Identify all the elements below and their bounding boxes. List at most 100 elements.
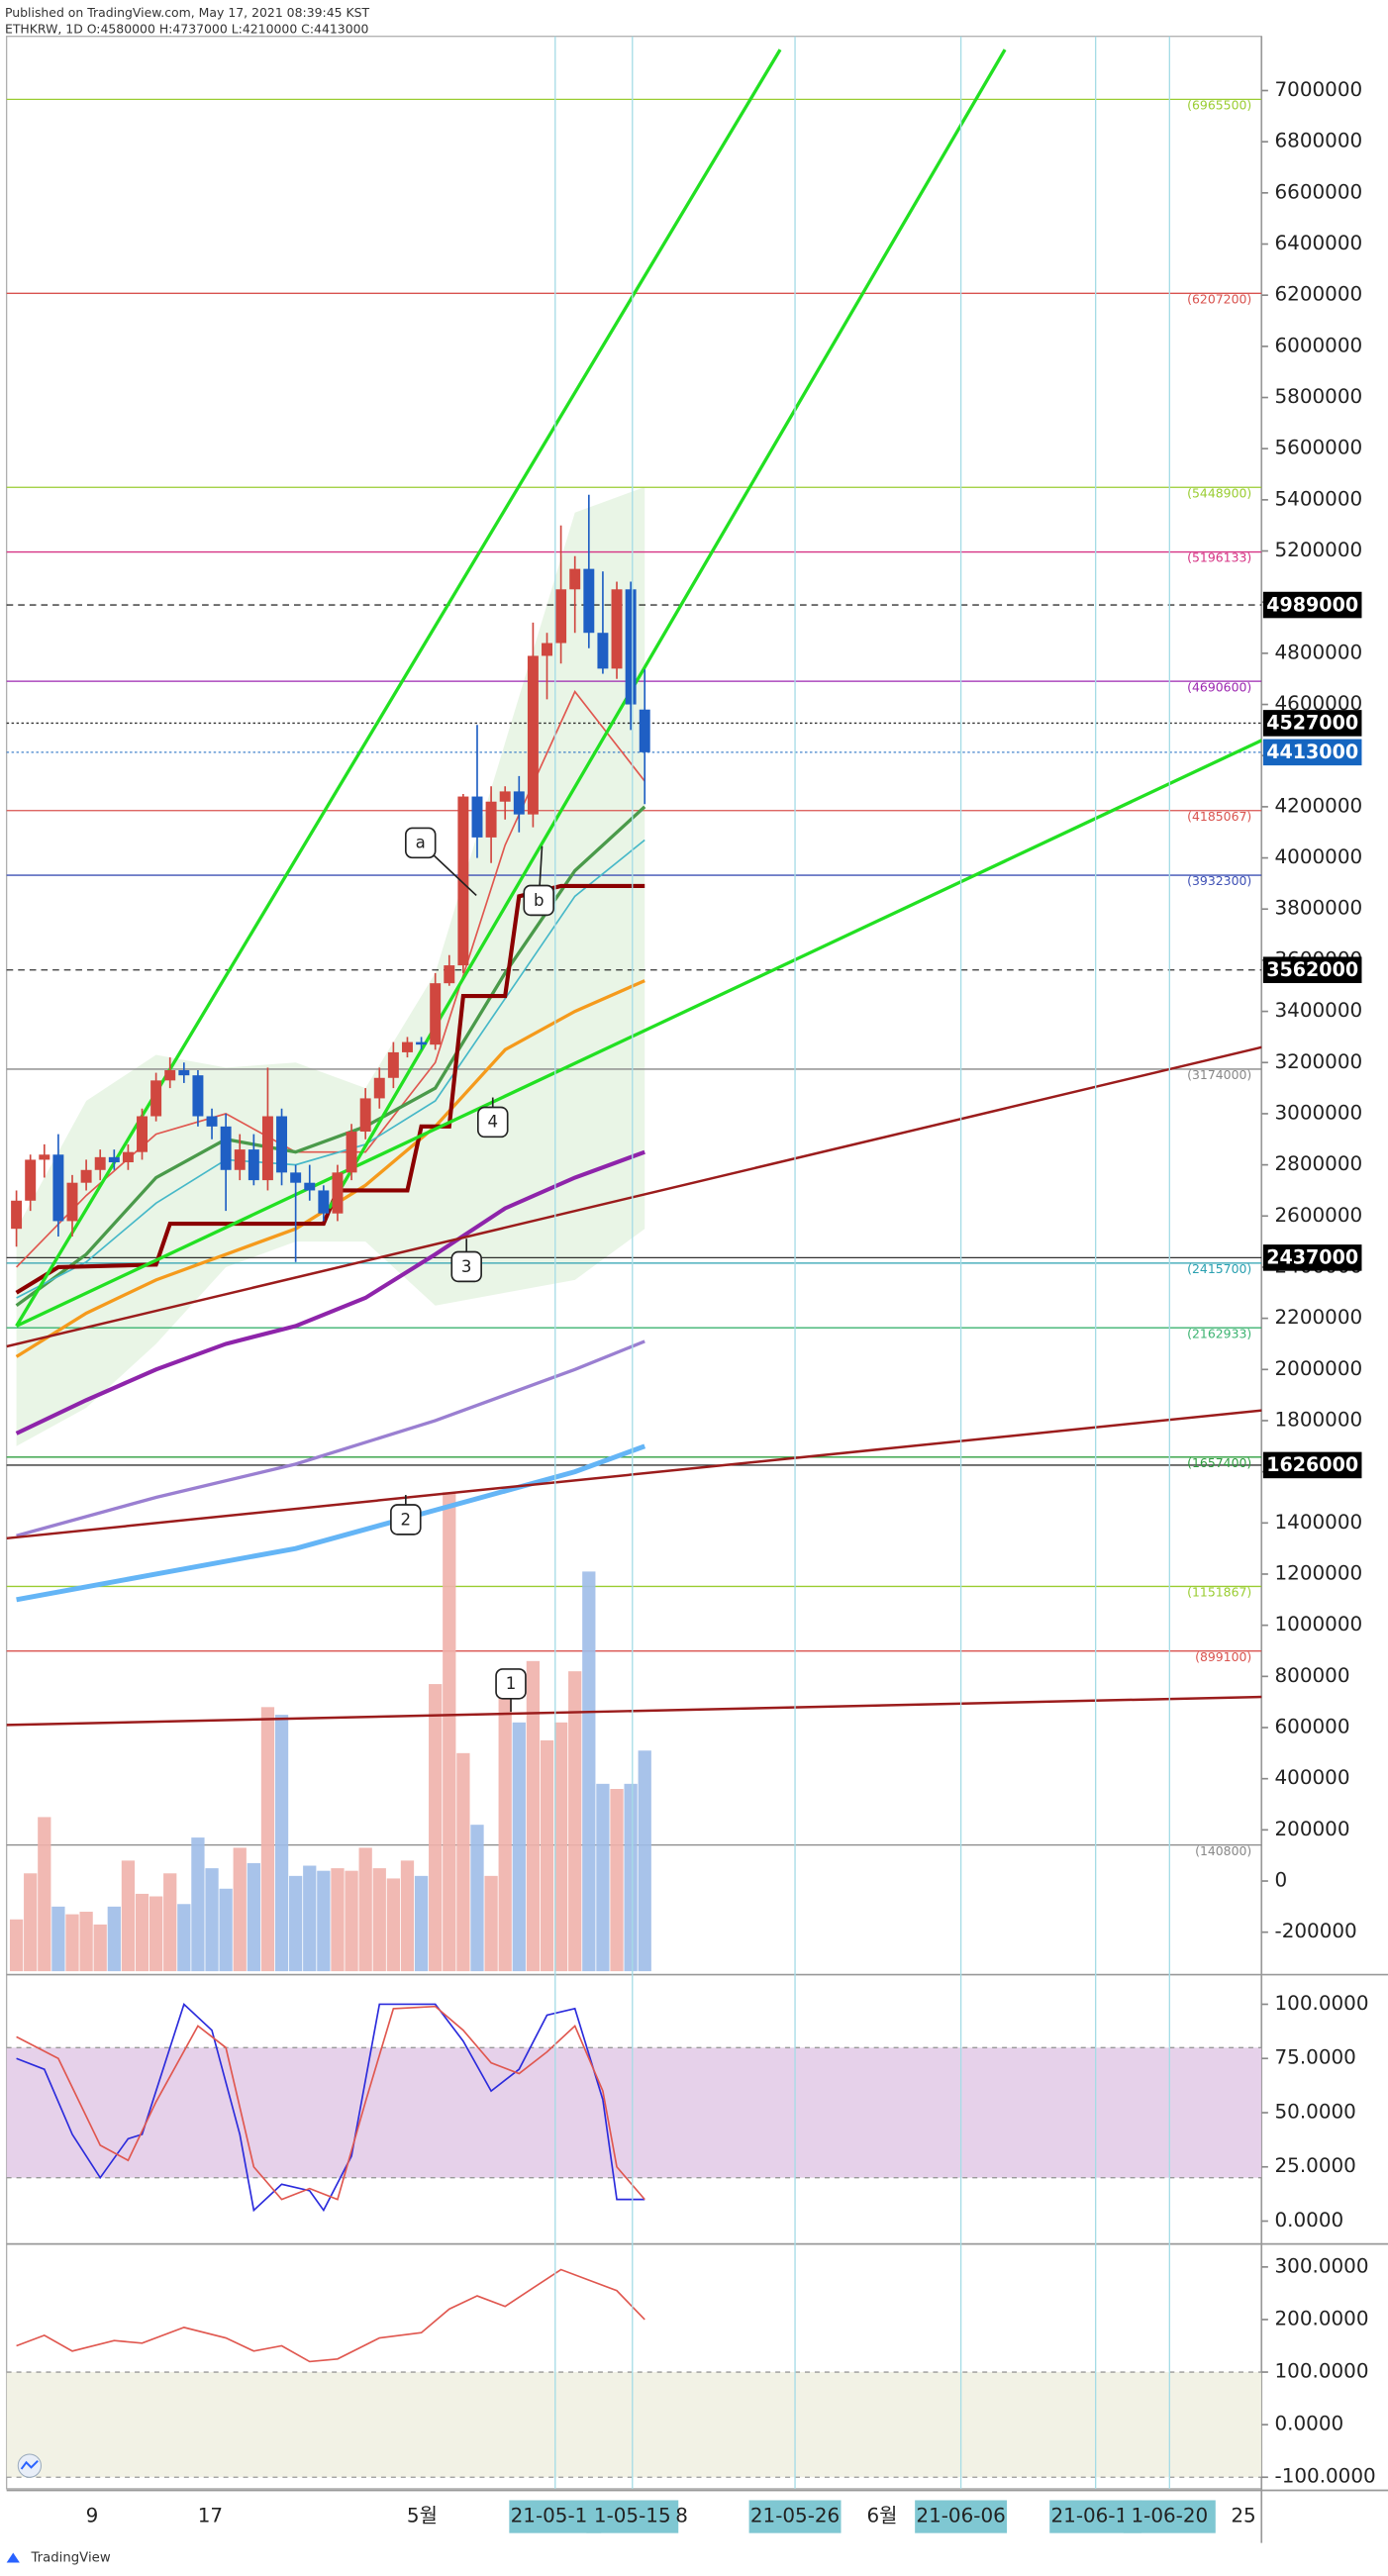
y-tick-label: 3200000 — [1275, 1050, 1363, 1073]
candle-body — [80, 1169, 92, 1183]
candle-body — [444, 965, 455, 984]
logo — [6, 2453, 42, 2563]
volume-bar — [121, 1860, 136, 1972]
callout-label: b — [534, 891, 545, 910]
y-tick-label: -200000 — [1275, 1920, 1357, 1942]
level-label: (6207200) — [1187, 291, 1251, 306]
volume-bar — [317, 1870, 331, 1972]
level-label: (1657400) — [1187, 1455, 1251, 1470]
candle-body — [206, 1116, 218, 1127]
candle-body — [276, 1116, 288, 1173]
volume-bar — [358, 1847, 372, 1972]
published: Published on TradingView.com, May 17, 20… — [5, 5, 370, 20]
candle-body — [122, 1151, 134, 1163]
candle-body — [542, 643, 552, 656]
y-tick-label: 25.0000 — [1275, 2154, 1356, 2177]
volume-bar — [24, 1873, 38, 1972]
volume-bar — [303, 1865, 317, 1972]
price-tag-label: 4527000 — [1266, 713, 1358, 735]
volume-bar — [177, 1904, 191, 1972]
y-tick-label: 5200000 — [1275, 539, 1363, 561]
price-tag-label: 4413000 — [1266, 742, 1358, 763]
brand: TradingView — [31, 2551, 111, 2566]
volume-bar — [582, 1571, 596, 1972]
callout-box — [495, 1668, 527, 1700]
symbol-info: ETHKRW, 1D O:4580000 H:4737000 L:4210000… — [5, 22, 369, 37]
y-tick-label: 3800000 — [1275, 897, 1363, 920]
callout-box — [390, 1504, 422, 1536]
volume-bar — [219, 1888, 233, 1972]
y-tick-label: 2000000 — [1275, 1357, 1363, 1380]
indicator-line — [6, 1045, 1262, 1348]
volume-bar — [596, 1783, 610, 1972]
volume-bar — [205, 1868, 219, 1972]
osc-pane — [6, 2268, 1262, 2478]
volume-bar — [386, 1878, 401, 1972]
price-tag — [1262, 1451, 1362, 1479]
indicator-line — [15, 690, 645, 1268]
callout-label: 4 — [487, 1113, 498, 1132]
level-label: (4185067) — [1187, 809, 1251, 824]
volume-bar — [512, 1722, 526, 1972]
y-tick-label: 6200000 — [1275, 283, 1363, 306]
price-tag-label: 2437000 — [1266, 1247, 1358, 1269]
y-tick-label: 50.0000 — [1275, 2100, 1356, 2123]
callout-box — [476, 1106, 509, 1139]
candle-body — [178, 1070, 190, 1076]
volume-bar — [429, 1684, 443, 1972]
candle-body — [373, 1077, 385, 1099]
volume-bar — [624, 1783, 638, 1972]
volume-bar — [51, 1906, 65, 1972]
y-tick-label: 5600000 — [1275, 437, 1363, 459]
candle-body — [555, 589, 567, 644]
y-tick-label: 600000 — [1275, 1715, 1350, 1737]
candle-body — [234, 1149, 246, 1170]
candle-body — [332, 1172, 344, 1214]
volume-bar — [79, 1912, 93, 1972]
x-label-bg — [509, 2500, 602, 2533]
volume-bar — [233, 1847, 247, 1972]
candle-body — [192, 1075, 204, 1117]
candle-body — [290, 1172, 302, 1183]
callout-label: a — [416, 834, 426, 852]
x-tick-label: 1-06-20 — [1131, 2505, 1208, 2527]
volume-bar — [553, 1722, 568, 1972]
volume-bar — [38, 1817, 51, 1972]
y-tick-label: 3400000 — [1275, 999, 1363, 1022]
x-label-bg — [586, 2500, 679, 2533]
candle-body — [137, 1116, 148, 1152]
level-label: (2415700) — [1187, 1261, 1251, 1276]
indicator-line — [15, 1149, 645, 1436]
x-tick-label: 8 — [675, 2505, 688, 2527]
candle-body — [611, 589, 623, 669]
volume-bar — [443, 1492, 456, 1972]
candle-body — [108, 1156, 120, 1163]
volume-bar — [414, 1875, 429, 1972]
price-tag — [1262, 1244, 1362, 1271]
x-tick-label: 9 — [86, 2505, 99, 2527]
y-tick-label: 0.0000 — [1275, 2413, 1344, 2435]
x-tick-label: 21-06-06 — [916, 2505, 1005, 2527]
y-tick-label: 2200000 — [1275, 1306, 1363, 1329]
y-tick-label: 4600000 — [1275, 692, 1363, 715]
y-tick-label: 0 — [1275, 1869, 1288, 1892]
y-tick-label: 100.0000 — [1275, 2360, 1369, 2383]
indicator-line — [15, 49, 782, 1328]
y-tick-label: 4800000 — [1275, 641, 1363, 663]
series-line — [16, 2268, 645, 2363]
y-tick-label: 2800000 — [1275, 1152, 1363, 1175]
callout-label: 2 — [401, 1510, 412, 1529]
price-tag-label: 1626000 — [1266, 1454, 1358, 1476]
volume-bar — [372, 1868, 386, 1972]
x-tick-label: 25 — [1231, 2505, 1255, 2527]
y-tick-label: 6800000 — [1275, 130, 1363, 152]
level-label: (899100) — [1195, 1649, 1251, 1664]
x-label-bg — [915, 2500, 1008, 2533]
candle-body — [416, 1041, 428, 1045]
candle-body — [164, 1070, 176, 1081]
indicator-line — [16, 1339, 645, 1537]
volume-bar — [526, 1660, 541, 1972]
y-tick-label: 6400000 — [1275, 232, 1363, 254]
y-tick-label: 6600000 — [1275, 180, 1363, 203]
price-tag-label: 4989000 — [1266, 594, 1358, 616]
